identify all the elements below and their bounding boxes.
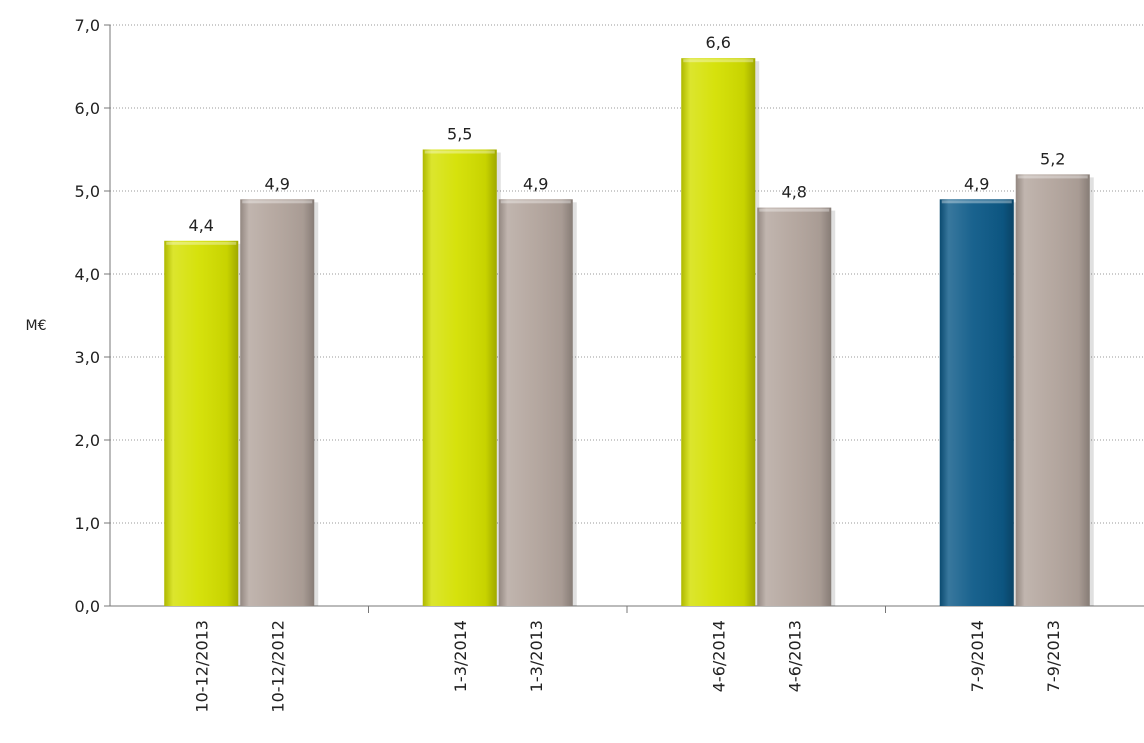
bar-shading bbox=[240, 199, 315, 607]
bar-shading bbox=[681, 58, 756, 606]
bar-highlight bbox=[166, 241, 237, 245]
data-label: 4,8 bbox=[782, 183, 807, 202]
y-tick-label: 2,0 bbox=[75, 431, 100, 450]
data-label: 4,9 bbox=[523, 174, 548, 193]
data-label: 4,4 bbox=[189, 216, 214, 235]
bar-highlight bbox=[424, 150, 495, 154]
bar-highlight bbox=[683, 59, 754, 63]
bars bbox=[164, 58, 1094, 607]
data-label: 4,9 bbox=[265, 174, 290, 193]
data-label: 4,9 bbox=[964, 174, 989, 193]
x-tick-label: 7-9/2014 bbox=[968, 620, 987, 692]
y-tick-label: 7,0 bbox=[75, 16, 100, 35]
x-tick-label: 10-12/2012 bbox=[268, 620, 287, 713]
bar-shading bbox=[422, 149, 497, 606]
bar-shading bbox=[164, 240, 239, 607]
x-tick-label: 1-3/2013 bbox=[527, 620, 546, 692]
bar-highlight bbox=[242, 200, 313, 204]
y-tick-label: 0,0 bbox=[75, 597, 100, 616]
bar-shading bbox=[498, 199, 573, 607]
bar-highlight bbox=[941, 200, 1012, 204]
bar-highlight bbox=[500, 200, 571, 204]
x-tick-label: 1-3/2014 bbox=[451, 620, 470, 692]
x-tick-label: 4-6/2014 bbox=[709, 620, 728, 692]
y-tick-label: 5,0 bbox=[75, 182, 100, 201]
bar-shading bbox=[939, 199, 1014, 607]
x-tick-label: 7-9/2013 bbox=[1044, 620, 1063, 692]
y-tick-label: 6,0 bbox=[75, 99, 100, 118]
data-label: 5,2 bbox=[1040, 149, 1065, 168]
y-axis-label: M€ bbox=[26, 318, 47, 334]
bar-highlight bbox=[1017, 175, 1088, 179]
data-label: 6,6 bbox=[706, 33, 731, 52]
x-tick-label: 10-12/2013 bbox=[192, 620, 211, 713]
data-label: 5,5 bbox=[447, 125, 472, 144]
labels: 0,0 1,0 2,0 3,0 4,0 5,0 6,0 7,0 4,4 10-12/2013 4,9… bbox=[75, 16, 1066, 713]
y-tick-label: 4,0 bbox=[75, 265, 100, 284]
y-tick-label: 1,0 bbox=[75, 514, 100, 533]
bar-shading bbox=[757, 207, 832, 606]
bar-shading bbox=[1015, 174, 1090, 606]
y-tick-label: 3,0 bbox=[75, 348, 100, 367]
bar-highlight bbox=[759, 208, 830, 212]
x-tick-label: 4-6/2013 bbox=[785, 620, 804, 692]
